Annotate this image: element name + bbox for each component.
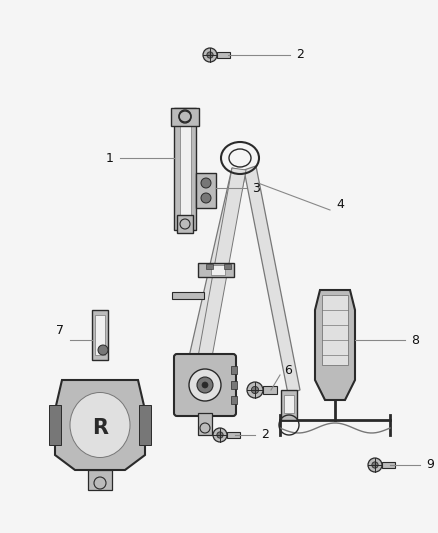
Bar — [49, 405, 61, 445]
Polygon shape — [198, 168, 246, 357]
Bar — [95, 315, 105, 355]
Bar — [281, 390, 297, 420]
Polygon shape — [186, 168, 246, 370]
Bar — [231, 381, 237, 389]
FancyBboxPatch shape — [174, 354, 236, 416]
Circle shape — [247, 382, 263, 398]
Text: 4: 4 — [336, 198, 344, 212]
Bar — [198, 413, 212, 435]
Text: 8: 8 — [411, 334, 419, 346]
Text: 7: 7 — [56, 324, 64, 336]
Ellipse shape — [70, 392, 130, 457]
Circle shape — [213, 428, 227, 442]
Circle shape — [202, 382, 208, 388]
Bar — [217, 52, 230, 58]
Text: 9: 9 — [426, 458, 434, 472]
Circle shape — [203, 48, 217, 62]
Text: 3: 3 — [252, 182, 260, 195]
Text: 1: 1 — [106, 151, 114, 165]
Polygon shape — [55, 380, 145, 470]
Circle shape — [98, 345, 108, 355]
Bar — [263, 386, 277, 393]
Circle shape — [201, 193, 211, 203]
Text: 2: 2 — [261, 429, 269, 441]
Text: 6: 6 — [284, 364, 292, 376]
Circle shape — [251, 386, 258, 393]
Bar — [177, 215, 193, 233]
Text: R: R — [92, 418, 108, 438]
Polygon shape — [315, 290, 355, 400]
Bar — [139, 405, 151, 445]
Bar — [231, 396, 237, 404]
Circle shape — [201, 178, 211, 188]
Bar — [174, 108, 196, 230]
Text: 2: 2 — [296, 49, 304, 61]
Bar — [206, 264, 213, 269]
Circle shape — [217, 432, 223, 438]
Circle shape — [197, 377, 213, 393]
Bar — [224, 264, 231, 269]
Bar — [284, 395, 294, 413]
Bar — [196, 173, 216, 208]
Bar — [322, 295, 348, 365]
Circle shape — [189, 369, 221, 401]
Polygon shape — [244, 166, 300, 394]
Circle shape — [372, 462, 378, 468]
Circle shape — [368, 458, 382, 472]
Bar — [227, 432, 240, 438]
Bar — [198, 263, 234, 277]
Bar — [180, 113, 191, 225]
Bar — [92, 310, 108, 360]
Bar — [231, 366, 237, 374]
Circle shape — [207, 52, 213, 58]
Bar — [88, 470, 112, 490]
Bar — [382, 462, 395, 468]
Bar — [171, 108, 199, 126]
Bar — [211, 265, 225, 275]
Bar — [172, 292, 204, 299]
